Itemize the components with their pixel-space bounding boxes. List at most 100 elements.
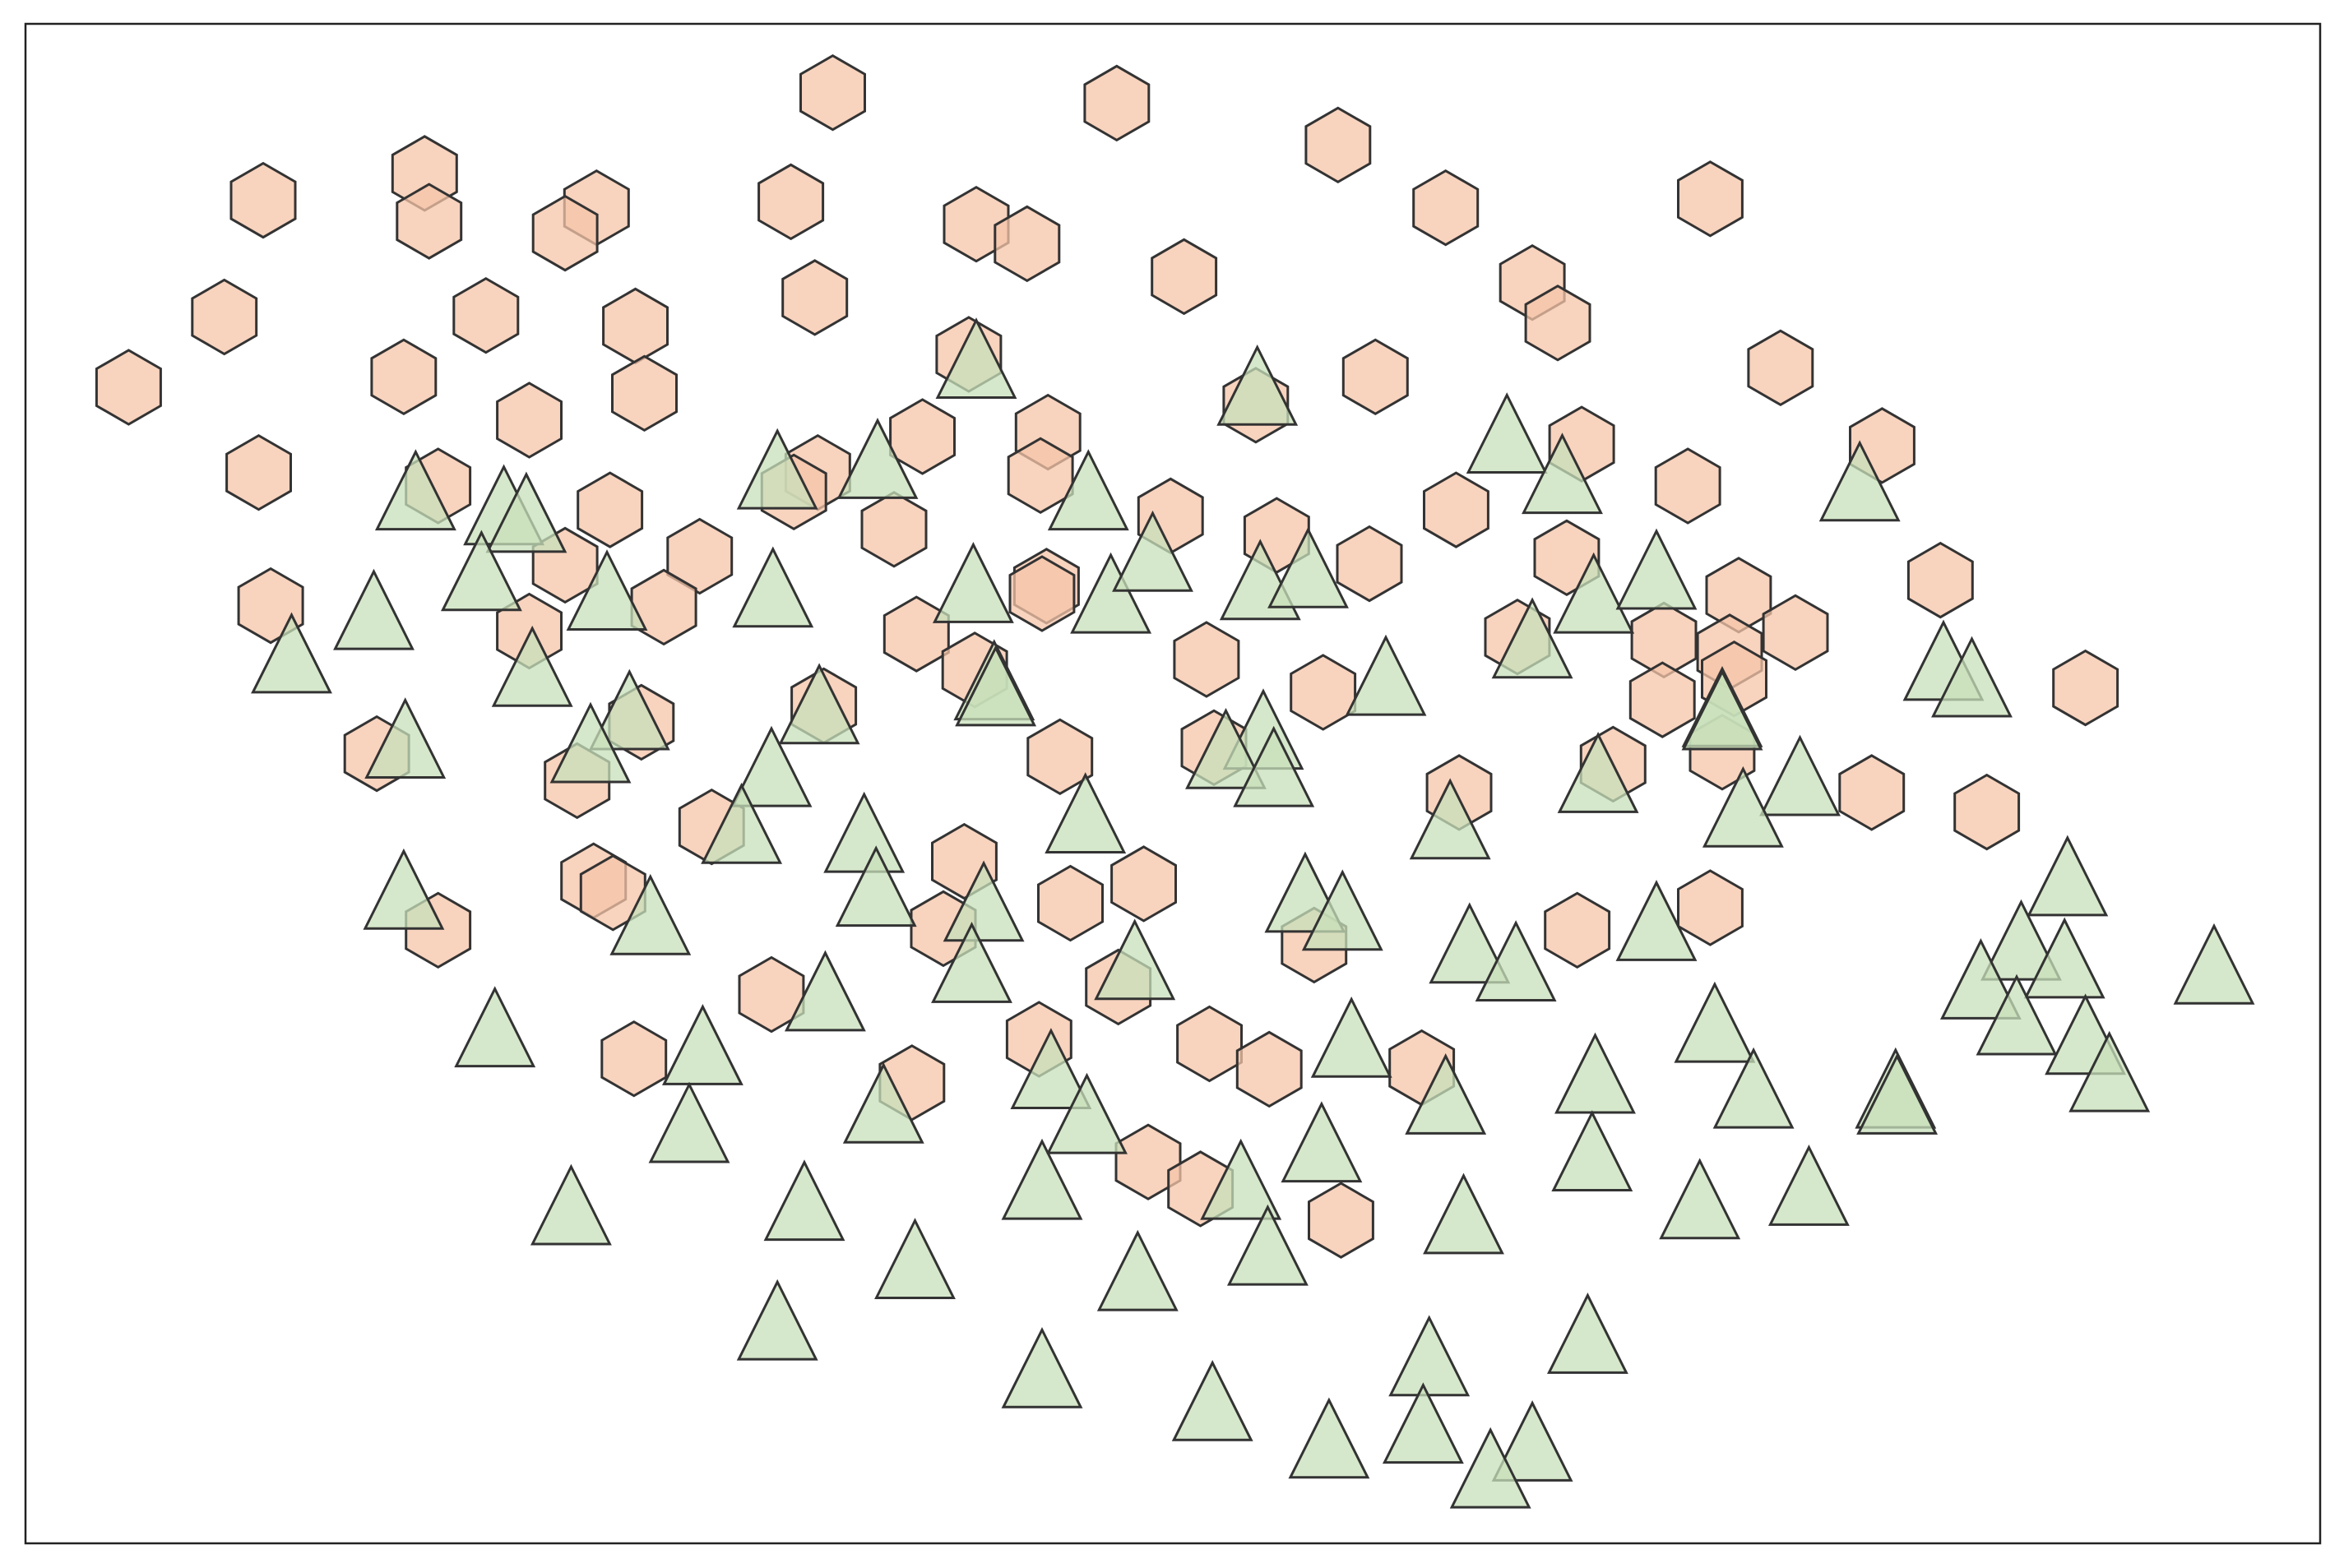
marker-triangle (1233, 725, 1315, 807)
marker-triangle (1409, 778, 1491, 860)
marker-triangle (1226, 1204, 1309, 1286)
marker-triangle (530, 1163, 612, 1246)
marker-triangle (1112, 510, 1193, 592)
marker-hexagon (225, 433, 292, 511)
marker-triangle (1554, 1032, 1636, 1114)
marker-triangle (1522, 432, 1603, 515)
marker-hexagon (1906, 541, 1974, 619)
marker-triangle (732, 546, 814, 628)
marker-triangle (1674, 981, 1756, 1063)
marker-hexagon (396, 183, 463, 260)
marker-hexagon (95, 349, 162, 426)
marker-triangle (1070, 552, 1152, 634)
marker-triangle (1976, 974, 2058, 1056)
marker-triangle (736, 428, 818, 510)
marker-hexagon (1838, 754, 1906, 831)
marker-triangle (1551, 1110, 1633, 1191)
marker-triangle (2173, 923, 2255, 1005)
marker-triangle (784, 950, 866, 1032)
marker-hexagon (1677, 160, 1744, 238)
marker-hexagon (630, 568, 697, 646)
marker-triangle (566, 549, 648, 631)
marker-triangle (730, 725, 813, 807)
marker-triangle (1818, 440, 1901, 522)
marker-triangle (1405, 1053, 1487, 1135)
marker-triangle (1001, 1326, 1083, 1408)
marker-hexagon (1423, 471, 1489, 548)
marker-triangle (1980, 899, 2062, 981)
marker-hexagon (1235, 1030, 1303, 1108)
marker-triangle (874, 1218, 956, 1299)
marker-triangle (842, 1062, 924, 1144)
marker-triangle (1939, 938, 2022, 1020)
marker-triangle (1094, 918, 1176, 1001)
marker-triangle (1310, 996, 1392, 1078)
marker-triangle (1759, 734, 1841, 816)
marker-triangle (1702, 765, 1784, 848)
marker-triangle (1931, 636, 2013, 718)
marker-hexagon (370, 338, 438, 416)
marker-hexagon (1308, 1182, 1374, 1259)
marker-hexagon (781, 259, 849, 336)
marker-triangle (1475, 920, 1557, 1001)
marker-triangle (1045, 772, 1127, 853)
marker-hexagon (579, 854, 646, 932)
marker-triangle (836, 418, 919, 499)
marker-triangle (1659, 1158, 1741, 1240)
marker-hexagon (1654, 447, 1721, 525)
marker-triangle (1429, 902, 1511, 984)
marker-triangle (648, 1081, 730, 1163)
marker-hexagon (1412, 169, 1480, 247)
marker-hexagon (1173, 621, 1240, 698)
marker-hexagon (1336, 525, 1403, 603)
marker-triangle (1047, 449, 1129, 531)
marker-hexagon (452, 276, 520, 354)
marker-triangle (549, 701, 632, 784)
marker-hexagon (1628, 661, 1696, 738)
marker-hexagon (799, 53, 866, 132)
marker-triangle (1546, 1293, 1628, 1374)
marker-triangle (440, 530, 522, 612)
marker-triangle (1615, 528, 1698, 610)
marker-hexagon (860, 491, 928, 568)
marker-triangle (736, 1279, 818, 1361)
marker-triangle (588, 668, 670, 751)
marker-triangle (1288, 1397, 1370, 1479)
marker-triangle (661, 1004, 744, 1085)
marker-triangle (333, 568, 415, 650)
marker-triangle (363, 848, 445, 930)
marker-triangle (251, 612, 332, 694)
marker-triangle (1267, 526, 1349, 608)
marker-triangle (778, 663, 860, 745)
marker-triangle (1001, 1138, 1083, 1220)
marker-triangle (1200, 1138, 1282, 1220)
marker-hexagon (1037, 864, 1104, 942)
marker-triangle (1557, 732, 1639, 813)
marker-triangle (1171, 1359, 1253, 1441)
marker-hexagon (1341, 338, 1409, 416)
marker-hexagon (757, 163, 825, 241)
marker-triangle (1216, 344, 1299, 426)
marker-hexagon (1151, 238, 1218, 316)
marker-triangle (943, 860, 1025, 942)
marker-triangle (2068, 1030, 2151, 1112)
marker-hexagon (1008, 555, 1076, 632)
marker-triangle (1010, 1028, 1092, 1109)
marker-hexagon (994, 205, 1061, 283)
marker-hexagon (1026, 718, 1094, 796)
marker-hexagon (577, 471, 644, 548)
marker-hexagon (1762, 594, 1829, 672)
marker-hexagon (1176, 1005, 1243, 1083)
marker-triangle (1345, 634, 1427, 716)
marker-triangle (2027, 835, 2109, 917)
marker-triangle (609, 873, 692, 955)
marker-hexagon (1953, 773, 2021, 851)
marker-triangle (935, 317, 1017, 399)
marker-triangle (1681, 668, 1763, 751)
marker-hexagon (1304, 106, 1372, 184)
marker-hexagon (1524, 284, 1591, 362)
marker-triangle (374, 449, 456, 531)
marker-triangle (1553, 552, 1635, 634)
